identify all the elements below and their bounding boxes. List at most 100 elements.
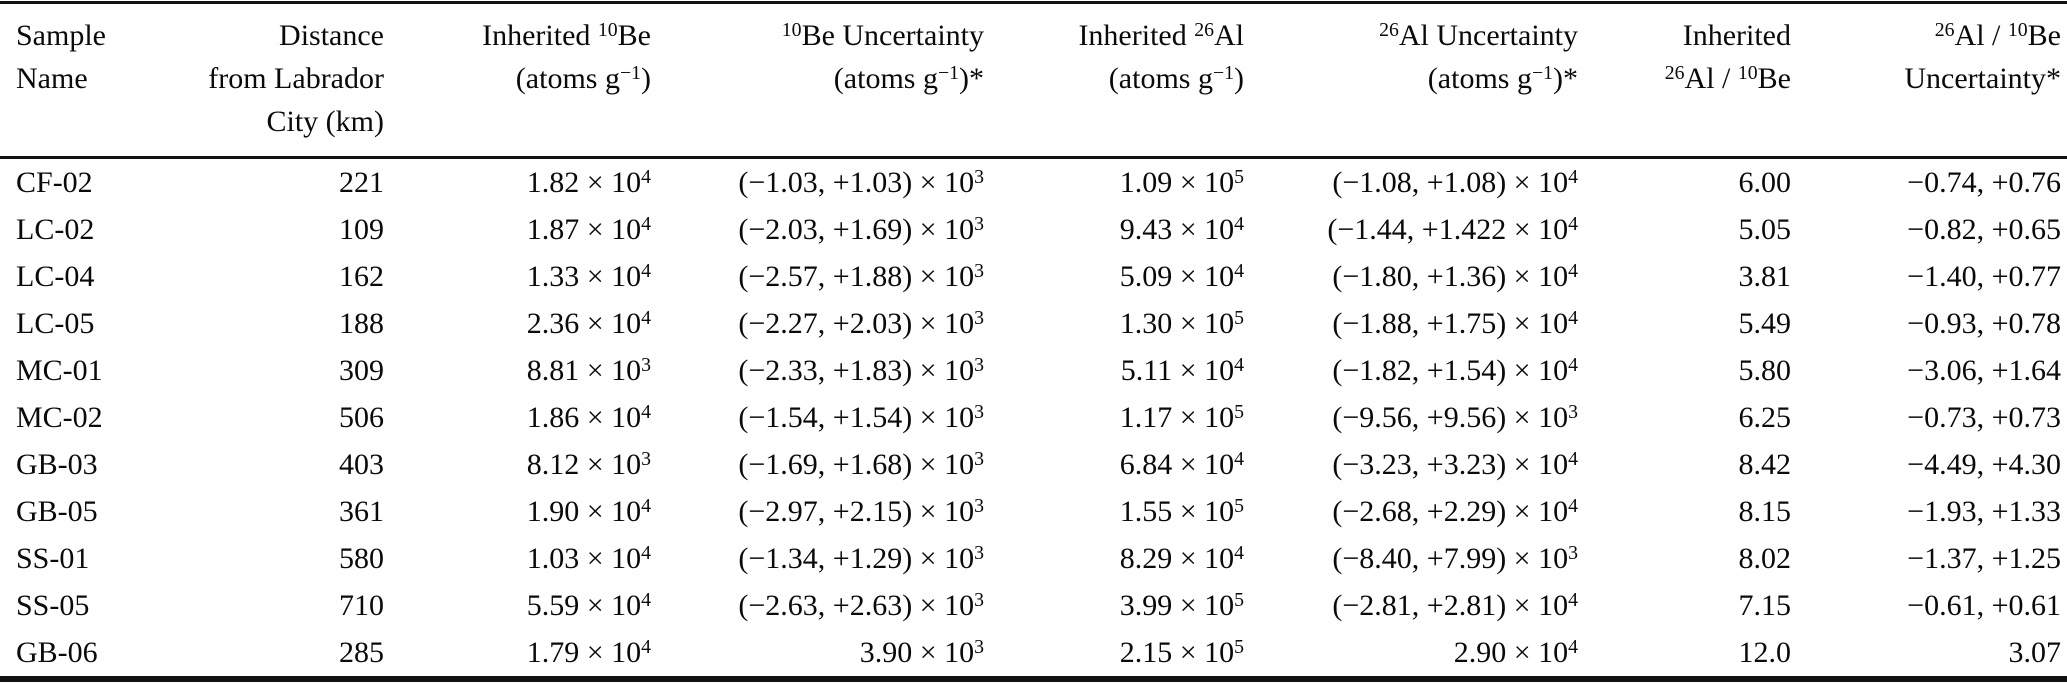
cell-be10-uncertainty: (−2.63, +2.63) × 103 — [738, 588, 984, 622]
header-line: 10Be Uncertainty — [781, 19, 984, 52]
cell-distance: 221 — [339, 165, 384, 199]
cell-al26-uncertainty: (−1.44, +1.422 × 104 — [1327, 212, 1578, 246]
cell-al26-uncertainty: 2.90 × 104 — [1453, 635, 1578, 669]
table-header: Sample Name Distance from Labrador City (km)… — [0, 3, 2067, 158]
cell-inherited-be10: 1.86 × 104 — [526, 400, 651, 434]
cell-al26-uncertainty: (−9.56, +9.56) × 103 — [1332, 400, 1578, 434]
cell-inherited-ratio: 5.05 — [1738, 212, 1792, 246]
table-row-gb-03: GB-03 403 8.12 × 103 (−1.69, +1.68) × 103 6.… — [0, 441, 2067, 488]
cell-be10-uncertainty: (−2.03, +1.69) × 103 — [738, 212, 984, 246]
cell-inherited-ratio: 5.49 — [1738, 306, 1792, 340]
cell-be10-uncertainty: (−1.69, +1.68) × 103 — [738, 447, 984, 481]
table-row-gb-06: GB-06 285 1.79 × 104 3.90 × 103 2.15 × 105 2.… — [0, 629, 2067, 679]
column-header-inherited-al26: Inherited 26Al (atoms g−1) — [990, 3, 1250, 158]
cell-al26-uncertainty: (−1.88, +1.75) × 104 — [1332, 306, 1578, 340]
cell-inherited-ratio: 5.80 — [1738, 353, 1792, 387]
cell-sample-name: MC-01 — [16, 353, 103, 387]
header-line: Name — [16, 62, 88, 95]
cell-inherited-be10: 1.33 × 104 — [526, 259, 651, 293]
header-line: Inherited 26Al — [1078, 19, 1244, 52]
cell-inherited-al26: 3.99 × 105 — [1119, 588, 1244, 622]
cell-inherited-be10: 8.81 × 103 — [526, 353, 651, 387]
header-row: Sample Name Distance from Labrador City (km)… — [0, 3, 2067, 158]
column-header-sample-name: Sample Name — [0, 3, 160, 158]
column-header-al26-uncertainty: 26Al Uncertainty (atoms g−1)* — [1250, 3, 1584, 158]
cell-distance: 403 — [339, 447, 384, 481]
cell-sample-name: LC-04 — [16, 259, 95, 293]
cell-sample-name: SS-01 — [16, 541, 90, 575]
cell-inherited-ratio: 8.15 — [1738, 494, 1792, 528]
cell-be10-uncertainty: (−1.54, +1.54) × 103 — [738, 400, 984, 434]
cell-inherited-ratio: 3.81 — [1738, 259, 1792, 293]
cell-ratio-uncertainty: −1.93, +1.33 — [1907, 494, 2061, 528]
cell-be10-uncertainty: (−1.03, +1.03) × 103 — [738, 165, 984, 199]
cell-inherited-be10: 8.12 × 103 — [526, 447, 651, 481]
cell-distance: 710 — [339, 588, 384, 622]
cell-inherited-be10: 1.82 × 104 — [526, 165, 651, 199]
header-line: 26Al Uncertainty — [1379, 19, 1578, 52]
column-header-inherited-be10: Inherited 10Be (atoms g−1) — [390, 3, 657, 158]
table-row-mc-02: MC-02 506 1.86 × 104 (−1.54, +1.54) × 103 1.… — [0, 394, 2067, 441]
column-header-inherited-ratio: Inherited 26Al / 10Be — [1584, 3, 1797, 158]
cell-inherited-al26: 5.11 × 104 — [1120, 353, 1244, 387]
cell-inherited-al26: 8.29 × 104 — [1119, 541, 1244, 575]
table-row-gb-05: GB-05 361 1.90 × 104 (−2.97, +2.15) × 103 1.… — [0, 488, 2067, 535]
cell-ratio-uncertainty: −1.37, +1.25 — [1907, 541, 2061, 575]
cell-ratio-uncertainty: −4.49, +4.30 — [1907, 447, 2061, 481]
table-row-lc-02: LC-02 109 1.87 × 104 (−2.03, +1.69) × 103 9.… — [0, 206, 2067, 253]
cell-sample-name: MC-02 — [16, 400, 103, 434]
cell-sample-name: LC-05 — [16, 306, 95, 340]
cell-be10-uncertainty: (−2.33, +1.83) × 103 — [738, 353, 984, 387]
cell-inherited-al26: 5.09 × 104 — [1119, 259, 1244, 293]
cell-inherited-ratio: 8.02 — [1738, 541, 1792, 575]
header-line: 26Al / 10Be — [1664, 62, 1791, 95]
cell-ratio-uncertainty: −3.06, +1.64 — [1907, 353, 2061, 387]
header-line: Distance — [279, 19, 384, 52]
cell-distance: 580 — [339, 541, 384, 575]
header-line: (atoms g−1) — [1108, 62, 1244, 95]
cell-sample-name: LC-02 — [16, 212, 95, 246]
cell-distance: 506 — [339, 400, 384, 434]
header-line: (atoms g−1) — [515, 62, 651, 95]
cell-al26-uncertainty: (−8.40, +7.99) × 103 — [1332, 541, 1578, 575]
table-row-ss-01: SS-01 580 1.03 × 104 (−1.34, +1.29) × 103 8.… — [0, 535, 2067, 582]
cell-ratio-uncertainty: −0.61, +0.61 — [1907, 588, 2061, 622]
cell-inherited-ratio: 8.42 — [1738, 447, 1792, 481]
cell-distance: 109 — [339, 212, 384, 246]
cell-inherited-be10: 2.36 × 104 — [526, 306, 651, 340]
cell-al26-uncertainty: (−1.08, +1.08) × 104 — [1332, 165, 1578, 199]
header-line: Sample — [16, 19, 106, 52]
cell-inherited-be10: 1.79 × 104 — [526, 635, 651, 669]
cell-al26-uncertainty: (−1.82, +1.54) × 104 — [1332, 353, 1578, 387]
table-row-lc-05: LC-05 188 2.36 × 104 (−2.27, +2.03) × 103 1.… — [0, 300, 2067, 347]
cell-inherited-be10: 1.03 × 104 — [526, 541, 651, 575]
cell-inherited-be10: 1.87 × 104 — [526, 212, 651, 246]
cell-distance: 188 — [339, 306, 384, 340]
header-line: 26Al / 10Be — [1934, 19, 2061, 52]
cell-inherited-ratio: 6.00 — [1738, 165, 1792, 199]
cell-sample-name: SS-05 — [16, 588, 90, 622]
header-line: Inherited 10Be — [482, 19, 651, 52]
cell-distance: 285 — [339, 635, 384, 669]
cell-be10-uncertainty: (−1.34, +1.29) × 103 — [738, 541, 984, 575]
cell-distance: 309 — [339, 353, 384, 387]
cell-inherited-al26: 1.30 × 105 — [1119, 306, 1244, 340]
cell-be10-uncertainty: (−2.97, +2.15) × 103 — [738, 494, 984, 528]
cell-ratio-uncertainty: −0.82, +0.65 — [1907, 212, 2061, 246]
cell-ratio-uncertainty: −1.40, +0.77 — [1907, 259, 2061, 293]
header-line: Inherited — [1682, 19, 1791, 52]
cell-inherited-ratio: 6.25 — [1738, 400, 1792, 434]
table-body: CF-02 221 1.82 × 104 (−1.03, +1.03) × 103 1.… — [0, 158, 2067, 680]
cell-inherited-ratio: 12.0 — [1738, 635, 1792, 669]
cell-inherited-al26: 1.55 × 105 — [1119, 494, 1244, 528]
cell-inherited-al26: 6.84 × 104 — [1119, 447, 1244, 481]
table-row-lc-04: LC-04 162 1.33 × 104 (−2.57, +1.88) × 103 5.… — [0, 253, 2067, 300]
header-line: from Labrador — [208, 62, 384, 95]
cell-distance: 361 — [339, 494, 384, 528]
cell-inherited-ratio: 7.15 — [1738, 588, 1792, 622]
cell-be10-uncertainty: (−2.57, +1.88) × 103 — [738, 259, 984, 293]
cell-al26-uncertainty: (−1.80, +1.36) × 104 — [1332, 259, 1578, 293]
cell-be10-uncertainty: (−2.27, +2.03) × 103 — [738, 306, 984, 340]
cell-inherited-al26: 1.17 × 105 — [1119, 400, 1244, 434]
